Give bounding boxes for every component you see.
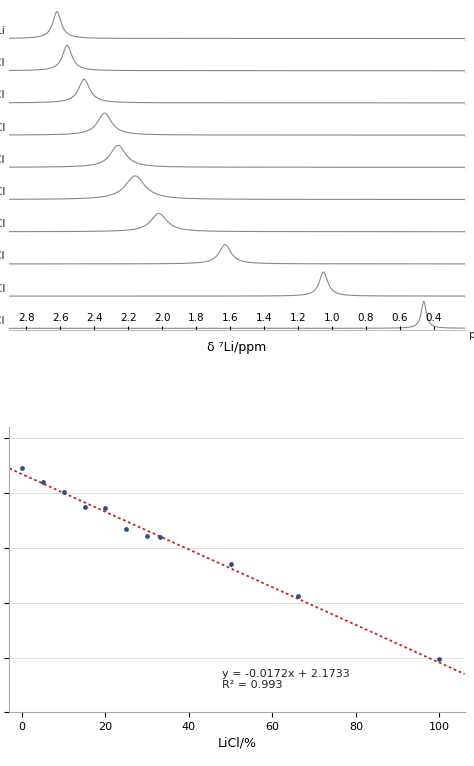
Point [144, 530, 151, 542]
Text: 100% LiCl: 100% LiCl [0, 316, 5, 326]
X-axis label: LiCl/%: LiCl/% [218, 736, 256, 749]
Text: y = -0.0172x + 2.1733
R² = 0.993: y = -0.0172x + 2.1733 R² = 0.993 [222, 669, 350, 690]
Point [156, 531, 164, 543]
Point [227, 558, 235, 571]
Text: 25% LiCl: 25% LiCl [0, 187, 5, 197]
Text: pure MeLi: pure MeLi [0, 26, 5, 36]
Point [81, 501, 89, 513]
Text: 33% LiCl: 33% LiCl [0, 219, 5, 229]
Point [60, 486, 67, 498]
Point [39, 476, 46, 488]
Text: 66% LiCl: 66% LiCl [0, 283, 5, 293]
X-axis label: δ ⁷Li/ppm: δ ⁷Li/ppm [207, 341, 266, 354]
Point [102, 502, 109, 515]
Text: 10% LiCl: 10% LiCl [0, 90, 5, 100]
Text: 20% LiCl: 20% LiCl [0, 155, 5, 165]
Text: 5% LiCl: 5% LiCl [0, 58, 5, 68]
Text: ppm: ppm [469, 329, 474, 339]
Text: 50% LiCl: 50% LiCl [0, 251, 5, 261]
Point [294, 590, 301, 602]
Text: 15% LiCl: 15% LiCl [0, 123, 5, 133]
Point [18, 462, 26, 474]
Point [123, 523, 130, 535]
Point [436, 653, 443, 665]
